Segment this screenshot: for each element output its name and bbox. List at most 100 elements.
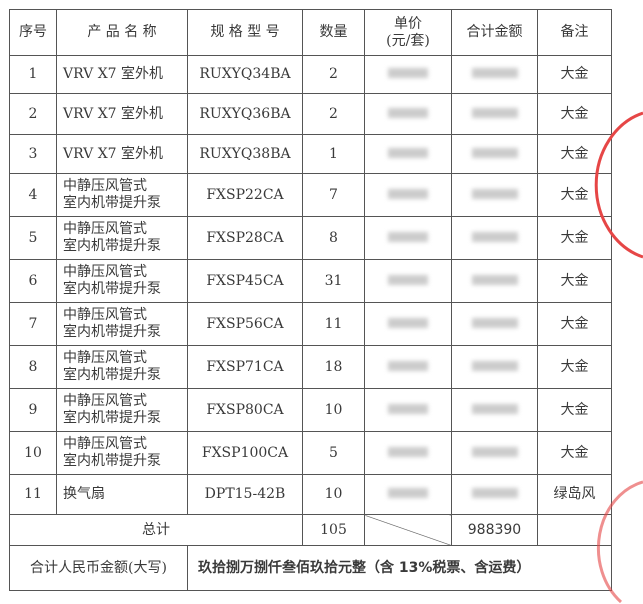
row-name-line2: 室内机带提升泵 <box>63 367 161 383</box>
row-name-line1: 中静压风管式 <box>63 436 147 452</box>
row-amount-redacted <box>451 55 538 94</box>
row-qty: 8 <box>302 216 365 260</box>
row-name-line2: 室内机带提升泵 <box>63 453 161 469</box>
row-qty: 10 <box>302 388 365 432</box>
header-model: 规 格 型 号 <box>187 9 303 56</box>
header-row: 序号 产 品 名 称 规 格 型 号 数量 单价 (元/套) 合计金额 备注 <box>9 9 612 56</box>
header-note: 备注 <box>537 9 612 56</box>
total-amount: 988390 <box>451 514 538 546</box>
row-no: 4 <box>9 173 57 217</box>
table-row: 5 中静压风管式 室内机带提升泵 FXSP28CA 8 大金 <box>9 216 612 260</box>
row-qty: 7 <box>302 173 365 217</box>
row-name-line1: 中静压风管式 <box>63 393 147 409</box>
row-note: 大金 <box>537 431 612 475</box>
row-amount-redacted <box>451 345 538 389</box>
total-label: 总计 <box>9 514 303 546</box>
header-no: 序号 <box>9 9 57 56</box>
row-name-line2: 室内机带提升泵 <box>63 195 161 211</box>
row-name: VRV X7 室外机 <box>56 134 188 174</box>
row-qty: 10 <box>302 474 365 515</box>
row-no: 3 <box>9 134 57 174</box>
row-name-line2: 室内机带提升泵 <box>63 410 161 426</box>
row-price-redacted <box>364 55 452 94</box>
row-no: 10 <box>9 431 57 475</box>
quote-table: 序号 产 品 名 称 规 格 型 号 数量 单价 (元/套) 合计金额 备注 1 … <box>9 9 612 591</box>
row-name: 中静压风管式 室内机带提升泵 <box>56 216 188 260</box>
row-model: FXSP71CA <box>187 345 303 389</box>
table-row: 8 中静压风管式 室内机带提升泵 FXSP71CA 18 大金 <box>9 345 612 389</box>
row-price-redacted <box>364 302 452 346</box>
row-note: 大金 <box>537 216 612 260</box>
row-name: 中静压风管式 室内机带提升泵 <box>56 431 188 475</box>
row-amount-redacted <box>451 216 538 260</box>
row-no: 8 <box>9 345 57 389</box>
words-value: 玖拾捌万捌仟叁佰玖拾元整（含 13%税票、含运费） <box>187 545 612 591</box>
row-note: 大金 <box>537 302 612 346</box>
row-note: 大金 <box>537 173 612 217</box>
row-amount-redacted <box>451 302 538 346</box>
row-amount-redacted <box>451 173 538 217</box>
total-row: 总计 105 988390 <box>9 514 612 546</box>
row-qty: 5 <box>302 431 365 475</box>
row-note: 大金 <box>537 93 612 135</box>
row-no: 9 <box>9 388 57 432</box>
row-price-redacted <box>364 474 452 515</box>
row-model: RUXYQ38BA <box>187 134 303 174</box>
table-row: 1 VRV X7 室外机 RUXYQ34BA 2 大金 <box>9 55 612 94</box>
row-amount-redacted <box>451 388 538 432</box>
row-model: FXSP22CA <box>187 173 303 217</box>
row-price-redacted <box>364 431 452 475</box>
row-no: 2 <box>9 93 57 135</box>
row-name: 换气扇 <box>56 474 188 515</box>
table-row: 4 中静压风管式 室内机带提升泵 FXSP22CA 7 大金 <box>9 173 612 217</box>
row-no: 6 <box>9 259 57 303</box>
row-note: 大金 <box>537 134 612 174</box>
row-name-line1: 中静压风管式 <box>63 221 147 237</box>
header-name: 产 品 名 称 <box>56 9 188 56</box>
header-price-line2: (元/套) <box>386 32 430 49</box>
header-price: 单价 (元/套) <box>364 9 452 56</box>
row-qty: 18 <box>302 345 365 389</box>
row-price-redacted <box>364 134 452 174</box>
total-price-empty <box>364 514 452 546</box>
row-name-line1: 换气扇 <box>63 486 105 502</box>
table-row: 9 中静压风管式 室内机带提升泵 FXSP80CA 10 大金 <box>9 388 612 432</box>
header-qty: 数量 <box>302 9 365 56</box>
row-name-line1: 中静压风管式 <box>63 178 147 194</box>
row-amount-redacted <box>451 134 538 174</box>
row-amount-redacted <box>451 93 538 135</box>
row-model: RUXYQ36BA <box>187 93 303 135</box>
row-model: FXSP56CA <box>187 302 303 346</box>
row-no: 1 <box>9 55 57 94</box>
row-qty: 11 <box>302 302 365 346</box>
row-amount-redacted <box>451 259 538 303</box>
words-row: 合计人民币金额(大写) 玖拾捌万捌仟叁佰玖拾元整（含 13%税票、含运费） <box>9 545 612 591</box>
table-row: 10 中静压风管式 室内机带提升泵 FXSP100CA 5 大金 <box>9 431 612 475</box>
row-amount-redacted <box>451 431 538 475</box>
row-qty: 31 <box>302 259 365 303</box>
table-row: 11 换气扇 DPT15-42B 10 绿岛风 <box>9 474 612 515</box>
total-qty: 105 <box>302 514 365 546</box>
row-name-line1: VRV X7 室外机 <box>63 145 164 162</box>
row-no: 11 <box>9 474 57 515</box>
row-model: DPT15-42B <box>187 474 303 515</box>
table-row: 6 中静压风管式 室内机带提升泵 FXSP45CA 31 大金 <box>9 259 612 303</box>
row-price-redacted <box>364 173 452 217</box>
row-model: FXSP45CA <box>187 259 303 303</box>
row-note: 绿岛风 <box>537 474 612 515</box>
row-name: 中静压风管式 室内机带提升泵 <box>56 388 188 432</box>
row-no: 5 <box>9 216 57 260</box>
row-name-line1: 中静压风管式 <box>63 307 147 323</box>
table-row: 2 VRV X7 室外机 RUXYQ36BA 2 大金 <box>9 93 612 135</box>
row-model: FXSP80CA <box>187 388 303 432</box>
row-qty: 1 <box>302 134 365 174</box>
row-name-line1: 中静压风管式 <box>63 264 147 280</box>
row-price-redacted <box>364 93 452 135</box>
row-note: 大金 <box>537 388 612 432</box>
row-qty: 2 <box>302 55 365 94</box>
row-name: 中静压风管式 室内机带提升泵 <box>56 173 188 217</box>
row-note: 大金 <box>537 55 612 94</box>
table-row: 7 中静压风管式 室内机带提升泵 FXSP56CA 11 大金 <box>9 302 612 346</box>
row-price-redacted <box>364 345 452 389</box>
row-name-line1: 中静压风管式 <box>63 350 147 366</box>
